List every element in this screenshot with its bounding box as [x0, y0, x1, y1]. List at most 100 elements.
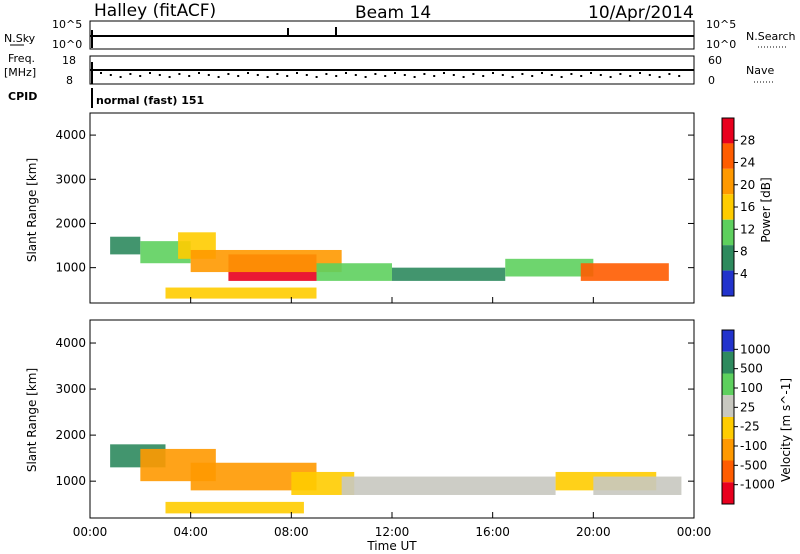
velocity-colorbar-tick-label-1: 500	[740, 362, 763, 376]
velocity-colorbar-swatch-7	[722, 482, 734, 504]
power-colorbar-tick-label-4: 12	[740, 222, 755, 236]
nave-dot-41	[501, 74, 504, 76]
nave-dot-31	[403, 74, 406, 76]
power-colorbar-tick-label-3: 16	[740, 200, 755, 214]
cpid-label: CPID	[8, 90, 37, 103]
velocity-colorbar-tick-label-2: 100	[740, 381, 763, 395]
power-band-4	[190, 249, 342, 273]
nave-dot-2	[119, 76, 122, 78]
nave-dot-50	[590, 72, 592, 74]
nave-dot-48	[570, 73, 573, 75]
nave-dot-4	[139, 75, 142, 77]
velocity-colorbar: 1000 500 100 25 -25 -100 -500 -1000	[721, 329, 775, 505]
nave-dot-49	[580, 75, 583, 77]
nave-dot-36	[452, 74, 455, 76]
nave-dot-9	[188, 75, 191, 77]
power-colorbar-swatch-0	[722, 118, 734, 144]
freq-label-2: [MHz]	[4, 66, 36, 79]
nave-dot-20	[296, 72, 298, 74]
nave-label: Nave	[746, 64, 774, 77]
x-axis-label: Time UT	[366, 539, 417, 553]
power-y-ticks: 1000 2000 3000 4000	[55, 128, 694, 275]
velocity-band-4	[341, 476, 556, 495]
power-band-9	[165, 287, 317, 299]
power-colorbar-tick-label-2: 20	[740, 178, 755, 192]
power-colorbar-swatch-3	[722, 194, 734, 220]
nave-dot-58	[668, 73, 671, 75]
power-y-tick-label-2: 3000	[55, 172, 86, 186]
nave-dot-16	[256, 74, 259, 76]
power-colorbar-label: Power [dB]	[759, 177, 773, 242]
nave-dot-52	[609, 76, 612, 78]
power-y-tick-label-0: 1000	[55, 261, 86, 275]
station-title: Halley (fitACF)	[94, 1, 216, 21]
x-tick-label-6: 00:00	[677, 525, 712, 539]
beam-title: Beam 14	[355, 3, 431, 23]
velocity-y-tick-label-2: 3000	[55, 382, 86, 396]
nave-dot-15	[247, 72, 249, 74]
cpid-text: normal (fast) 151	[96, 94, 204, 107]
velocity-colorbar-tick-label-3: 25	[740, 400, 755, 414]
nave-dot-29	[384, 75, 387, 77]
nave-dot-59	[678, 75, 681, 77]
sky-left-label: N.Sky	[4, 32, 36, 45]
sky-top-tick: 10^5	[52, 18, 82, 31]
velocity-colorbar-swatch-6	[722, 460, 734, 483]
nave-dot-6	[158, 74, 161, 76]
sky-right-label: N.Search	[746, 30, 796, 43]
nave-dot-40	[492, 72, 494, 74]
velocity-y-tick-label-1: 2000	[55, 428, 86, 442]
nave-dot-24	[335, 75, 338, 77]
velocity-colorbar-tick-label-4: -25	[740, 420, 760, 434]
power-colorbar-swatch-6	[722, 270, 734, 296]
nave-dot-10	[198, 72, 200, 74]
velocity-band-7	[165, 501, 304, 514]
velocity-colorbar-swatch-2	[722, 373, 734, 396]
nave-dot-38	[472, 73, 475, 75]
power-data	[110, 232, 669, 299]
nave-dot-30	[394, 72, 396, 74]
power-band-5	[316, 263, 392, 281]
power-colorbar-swatch-4	[722, 219, 734, 246]
power-colorbar-swatch-2	[722, 168, 734, 195]
nave-dot-5	[149, 72, 151, 74]
nave-dot-34	[433, 75, 436, 77]
power-band-7	[505, 258, 594, 277]
freq-bottom-tick: 8	[66, 74, 73, 87]
nave-dot-26	[354, 74, 357, 76]
x-tick-label-5: 20:00	[576, 525, 611, 539]
velocity-colorbar-swatch-0	[722, 330, 734, 352]
velocity-colorbar-label: Velocity [m s^-1]	[779, 378, 793, 482]
power-y-tick-label-1: 2000	[55, 216, 86, 230]
nave-dot-51	[599, 74, 602, 76]
nave-dot-53	[619, 73, 622, 75]
power-colorbar-swatch-1	[722, 143, 734, 169]
velocity-colorbar-swatch-5	[722, 438, 734, 461]
velocity-colorbar-swatch-3	[722, 395, 734, 417]
power-band-6	[392, 267, 506, 281]
velocity-colorbar-tick-label-6: -500	[740, 458, 767, 472]
nave-dot-57	[658, 76, 661, 78]
velocity-y-tick-label-3: 4000	[55, 336, 86, 350]
nave-dot-47	[560, 76, 563, 78]
nave-dot-22	[315, 76, 318, 78]
power-y-tick-label-3: 4000	[55, 128, 86, 142]
power-colorbar-tick-label-1: 24	[740, 156, 755, 170]
nave-dot-56	[648, 74, 651, 76]
power-band-0	[110, 236, 141, 255]
nave-dot-45	[541, 72, 543, 74]
velocity-panel: 1000 2000 3000 4000 Slant Range [km] 1000 50…	[25, 319, 793, 519]
nave-dot-23	[325, 73, 328, 75]
nave-dot-1	[109, 74, 112, 76]
nave-dot-42	[511, 76, 514, 78]
nave-dot-25	[345, 72, 347, 74]
velocity-colorbar-frame	[721, 329, 735, 505]
nave-dot-32	[413, 76, 416, 78]
nave-dot-14	[237, 75, 240, 77]
nave-dots	[100, 72, 681, 78]
nave-dot-54	[629, 75, 632, 77]
nave-dot-28	[374, 73, 377, 75]
nave-dot-33	[423, 73, 426, 75]
date-title: 10/Apr/2014	[588, 3, 694, 23]
